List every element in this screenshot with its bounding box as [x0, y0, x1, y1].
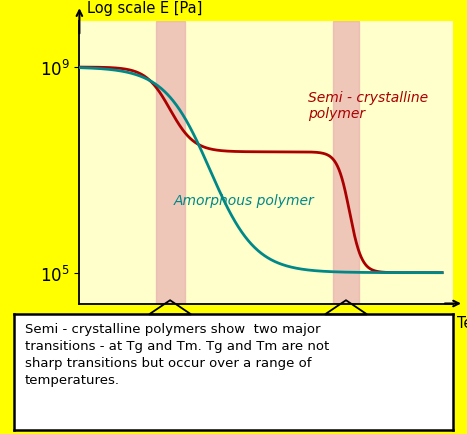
Text: Temperature: Temperature	[457, 315, 467, 330]
Text: Semi - crystalline
polymer: Semi - crystalline polymer	[308, 91, 428, 121]
Text: Semi - crystalline polymers show  two major
transitions - at Tg and Tm. Tg and T: Semi - crystalline polymers show two maj…	[25, 323, 329, 387]
Text: Log scale E [Pa]: Log scale E [Pa]	[87, 1, 202, 16]
Bar	[333, 22, 359, 304]
Bar	[156, 22, 184, 304]
Text: Amorphous polymer: Amorphous polymer	[174, 194, 314, 207]
